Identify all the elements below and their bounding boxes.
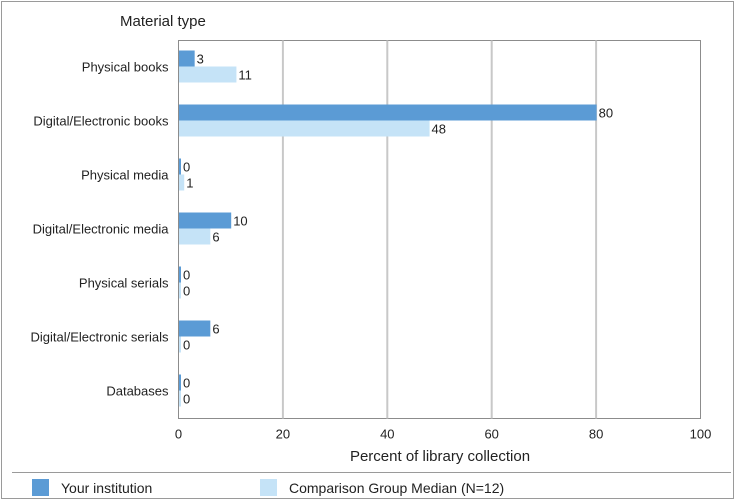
bar bbox=[179, 174, 185, 191]
category-label: Physical books bbox=[82, 60, 169, 75]
data-label: 0 bbox=[183, 284, 190, 299]
bar bbox=[179, 390, 181, 407]
x-tick-label: 0 bbox=[175, 427, 182, 442]
gridlines bbox=[281, 40, 598, 419]
bar bbox=[179, 266, 181, 283]
data-label: 0 bbox=[183, 376, 190, 391]
x-tick-label: 20 bbox=[276, 427, 290, 442]
legend-label-your-institution: Your institution bbox=[61, 479, 153, 496]
x-tick-label: 80 bbox=[589, 427, 603, 442]
category-label: Digital/Electronic media bbox=[33, 222, 170, 237]
category-labels: Physical books Digital/Electronic books Ph… bbox=[31, 60, 170, 399]
legend: Your institution Comparison Group Median… bbox=[12, 472, 731, 501]
legend-swatch-comparison-group bbox=[260, 479, 277, 496]
legend-swatch-your-institution bbox=[32, 479, 49, 496]
x-tick-labels: 0 20 40 60 80 100 bbox=[175, 427, 711, 442]
category-label: Digital/Electronic serials bbox=[31, 330, 169, 345]
category-label: Digital/Electronic books bbox=[33, 114, 169, 129]
bar bbox=[179, 282, 181, 299]
plot-area bbox=[178, 40, 701, 419]
data-label: 6 bbox=[212, 230, 219, 245]
legend-label-comparison-group: Comparison Group Median (N=12) bbox=[289, 479, 505, 496]
x-tick-label: 40 bbox=[380, 427, 394, 442]
category-label: Physical media bbox=[81, 168, 169, 183]
data-label: 6 bbox=[212, 322, 219, 337]
data-label: 1 bbox=[186, 176, 193, 191]
bar bbox=[179, 104, 597, 121]
legend-item-your-institution: Your institution bbox=[32, 479, 152, 496]
data-label: 80 bbox=[599, 106, 613, 121]
y-axis-title: Material type bbox=[120, 13, 206, 30]
bar bbox=[179, 158, 181, 175]
bar bbox=[179, 212, 232, 229]
legend-item-comparison-group: Comparison Group Median (N=12) bbox=[260, 479, 504, 496]
data-label: 11 bbox=[238, 68, 252, 83]
bar bbox=[179, 66, 237, 83]
category-label: Physical serials bbox=[79, 276, 169, 291]
bar bbox=[179, 228, 211, 245]
bar bbox=[179, 336, 181, 353]
data-label: 0 bbox=[183, 268, 190, 283]
data-label: 0 bbox=[183, 392, 190, 407]
data-label: 10 bbox=[233, 214, 247, 229]
data-label: 0 bbox=[183, 338, 190, 353]
bar bbox=[179, 50, 195, 67]
bar bbox=[179, 120, 430, 137]
category-label: Databases bbox=[106, 384, 169, 399]
data-label: 3 bbox=[197, 52, 204, 67]
x-tick-label: 60 bbox=[484, 427, 498, 442]
x-axis-title: Percent of library collection bbox=[350, 448, 530, 465]
data-label: 0 bbox=[183, 160, 190, 175]
bar bbox=[179, 374, 181, 391]
x-tick-label: 100 bbox=[690, 427, 712, 442]
data-label: 48 bbox=[432, 122, 446, 137]
bar bbox=[179, 320, 211, 337]
